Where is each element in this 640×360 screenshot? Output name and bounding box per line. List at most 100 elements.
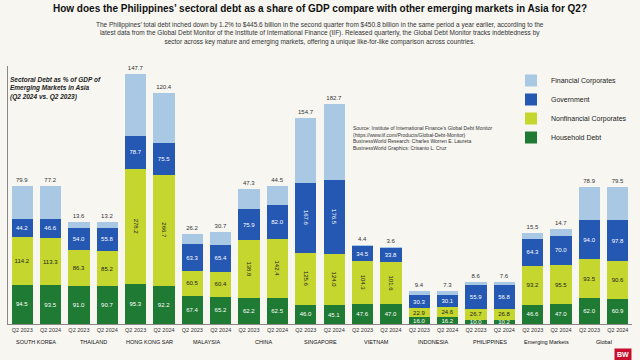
- svg-text:90.7: 90.7: [101, 302, 113, 308]
- svg-text:Q2 2023: Q2 2023: [12, 327, 33, 333]
- svg-text:10.2: 10.2: [498, 319, 510, 325]
- svg-text:BW: BW: [617, 351, 629, 358]
- svg-text:Q2 2024: Q2 2024: [324, 327, 345, 333]
- svg-text:3.6: 3.6: [386, 238, 395, 244]
- svg-text:147.7: 147.7: [128, 65, 144, 71]
- svg-text:47.0: 47.0: [555, 311, 567, 317]
- svg-text:9.4: 9.4: [415, 282, 424, 288]
- svg-text:Sectoral Debt as % of GDP ofEm: Sectoral Debt as % of GDP ofEmerging Mar…: [10, 76, 101, 101]
- svg-text:Source: Institute of Internati: Source: Institute of International Finan…: [353, 125, 492, 151]
- svg-text:Global: Global: [596, 339, 612, 345]
- svg-text:120.4: 120.4: [156, 84, 172, 90]
- svg-text:64.3: 64.3: [527, 249, 539, 255]
- svg-text:54.0: 54.0: [73, 236, 85, 242]
- svg-text:THAILAND: THAILAND: [80, 339, 107, 345]
- svg-text:22.9: 22.9: [413, 310, 425, 316]
- svg-text:92.2: 92.2: [158, 302, 170, 308]
- svg-text:Q2 2023: Q2 2023: [295, 327, 316, 333]
- svg-text:94.5: 94.5: [16, 301, 28, 307]
- svg-text:60.5: 60.5: [186, 280, 198, 286]
- svg-text:Q2 2023: Q2 2023: [352, 327, 373, 333]
- svg-text:46.6: 46.6: [527, 311, 539, 317]
- svg-text:Q2 2023: Q2 2023: [409, 327, 430, 333]
- svg-text:114.2: 114.2: [15, 258, 30, 264]
- svg-text:26.2: 26.2: [186, 225, 198, 231]
- svg-text:78.9: 78.9: [583, 178, 595, 184]
- svg-text:15.5: 15.5: [527, 224, 539, 230]
- svg-text:101.6: 101.6: [388, 275, 394, 291]
- svg-text:62.0: 62.0: [583, 308, 595, 314]
- svg-text:266.7: 266.7: [161, 222, 167, 238]
- svg-text:SOUTH KOREA: SOUTH KOREA: [16, 339, 56, 345]
- svg-text:62.2: 62.2: [243, 308, 255, 314]
- svg-text:60.9: 60.9: [612, 308, 624, 314]
- svg-text:93.2: 93.2: [527, 282, 539, 288]
- svg-text:94.0: 94.0: [583, 237, 595, 243]
- svg-text:7.6: 7.6: [500, 273, 509, 279]
- svg-text:Q2 2024: Q2 2024: [551, 327, 572, 333]
- svg-text:4.4: 4.4: [358, 236, 367, 242]
- svg-text:85.2: 85.2: [101, 266, 113, 272]
- svg-text:60.4: 60.4: [215, 281, 227, 287]
- svg-text:75.5: 75.5: [158, 156, 170, 162]
- svg-text:44.5: 44.5: [271, 177, 283, 183]
- svg-text:30.7: 30.7: [215, 223, 227, 229]
- svg-text:79.9: 79.9: [16, 177, 28, 183]
- svg-text:Q2 2024: Q2 2024: [40, 327, 61, 333]
- svg-text:Q2 2024: Q2 2024: [607, 327, 628, 333]
- svg-text:142.4: 142.4: [274, 261, 280, 277]
- svg-text:30.3: 30.3: [413, 299, 425, 305]
- svg-text:95.3: 95.3: [129, 301, 141, 307]
- svg-text:93.5: 93.5: [583, 276, 595, 282]
- svg-text:Financial Corporates: Financial Corporates: [551, 77, 616, 85]
- svg-text:HONG KONG SAR: HONG KONG SAR: [126, 339, 173, 345]
- svg-text:154.7: 154.7: [298, 109, 314, 115]
- svg-text:45.1: 45.1: [328, 312, 340, 318]
- svg-text:Government: Government: [551, 96, 590, 103]
- svg-text:Q2 2023: Q2 2023: [579, 327, 600, 333]
- svg-text:79.5: 79.5: [612, 178, 624, 184]
- svg-text:65.2: 65.2: [215, 307, 227, 313]
- svg-text:Q2 2024: Q2 2024: [97, 327, 118, 333]
- svg-text:138.8: 138.8: [246, 261, 252, 277]
- svg-text:How does the Philippines’ sect: How does the Philippines’ sectoral debt …: [53, 3, 587, 14]
- svg-text:PHILIPPINES: PHILIPPINES: [473, 339, 507, 345]
- svg-text:90.6: 90.6: [612, 277, 624, 283]
- svg-text:113.3: 113.3: [43, 259, 58, 265]
- svg-text:47.6: 47.6: [356, 311, 368, 317]
- svg-text:16.2: 16.2: [441, 318, 453, 324]
- svg-text:97.8: 97.8: [612, 238, 624, 244]
- svg-text:26.8: 26.8: [498, 311, 510, 317]
- svg-text:30.1: 30.1: [441, 298, 453, 304]
- svg-text:MALAYSIA: MALAYSIA: [193, 339, 220, 345]
- svg-text:34.5: 34.5: [356, 251, 368, 257]
- svg-text:55.9: 55.9: [470, 294, 482, 300]
- svg-text:Q2 2023: Q2 2023: [465, 327, 486, 333]
- svg-text:Nonfinancial Corporates: Nonfinancial Corporates: [551, 115, 627, 123]
- svg-text:91.0: 91.0: [73, 302, 85, 308]
- svg-text:278.2: 278.2: [133, 219, 139, 235]
- svg-text:13.2: 13.2: [101, 213, 113, 219]
- svg-text:SINGAPORE: SINGAPORE: [304, 339, 337, 345]
- svg-text:INDONESIA: INDONESIA: [418, 339, 449, 345]
- svg-text:46.6: 46.6: [44, 225, 56, 231]
- svg-text:95.5: 95.5: [555, 282, 567, 288]
- svg-text:67.4: 67.4: [186, 307, 198, 313]
- svg-text:Q2 2024: Q2 2024: [267, 327, 288, 333]
- svg-text:8.6: 8.6: [471, 273, 480, 279]
- svg-text:182.7: 182.7: [326, 95, 342, 101]
- svg-text:55.8: 55.8: [101, 236, 113, 242]
- svg-text:26.7: 26.7: [470, 311, 482, 317]
- svg-text:10.0: 10.0: [470, 319, 482, 325]
- svg-text:Q2 2023: Q2 2023: [522, 327, 543, 333]
- svg-text:Q2 2024: Q2 2024: [153, 327, 174, 333]
- svg-text:125.6: 125.6: [303, 271, 309, 287]
- svg-text:70.0: 70.0: [555, 247, 567, 253]
- svg-text:47.0: 47.0: [385, 311, 397, 317]
- svg-text:Q2 2024: Q2 2024: [494, 327, 515, 333]
- svg-text:24.6: 24.6: [441, 309, 453, 315]
- svg-text:104.3: 104.3: [360, 275, 366, 291]
- svg-text:167.6: 167.6: [303, 210, 309, 226]
- svg-text:44.2: 44.2: [16, 225, 28, 231]
- svg-text:82.0: 82.0: [271, 219, 283, 225]
